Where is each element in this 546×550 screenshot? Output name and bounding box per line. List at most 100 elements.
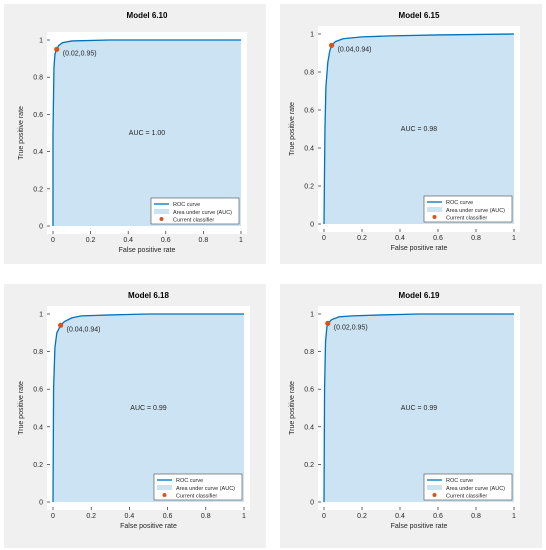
auc-area bbox=[324, 314, 514, 502]
x-tick-label: 0.6 bbox=[163, 513, 173, 520]
y-tick-label: 1 bbox=[310, 32, 314, 39]
x-tick-label: 1 bbox=[512, 235, 516, 242]
roc-panel: Model 6.19 0 0.2 0.4 0.6 0.8 1 0 0.2 0.4 0.6 0.8 1 Fa… bbox=[280, 284, 542, 548]
x-tick-label: 0 bbox=[51, 237, 55, 244]
auc-annotation: AUC = 0.98 bbox=[401, 126, 437, 133]
roc-curve-line bbox=[323, 313, 514, 503]
current-classifier-label: (0.02,0.95) bbox=[334, 324, 368, 331]
y-axis-label: True positive rate bbox=[18, 381, 25, 435]
chart-title: Model 6.15 bbox=[399, 11, 440, 20]
y-tick-label: 0.8 bbox=[304, 70, 314, 77]
y-tick-label: 0.4 bbox=[304, 146, 314, 153]
y-tick-label: 0 bbox=[39, 500, 43, 507]
x-axis-label: False positive rate bbox=[120, 523, 177, 530]
y-tick-label: 0.2 bbox=[304, 184, 314, 191]
x-axis-label: False positive rate bbox=[119, 247, 176, 254]
y-tick-label: 0 bbox=[310, 500, 314, 507]
x-tick-label: 0.4 bbox=[123, 237, 133, 244]
chart-title: Model 6.18 bbox=[128, 291, 169, 300]
chart-title: Model 6.19 bbox=[399, 291, 440, 300]
roc-chart-svg: Model 6.19 0 0.2 0.4 0.6 0.8 1 0 0.2 0.4 0.6 0.8 1 Fa… bbox=[289, 291, 520, 530]
legend-item-current: Current classifier bbox=[446, 494, 487, 500]
legend-item-current: Current classifier bbox=[176, 494, 217, 500]
roc-curve-line bbox=[52, 313, 244, 503]
roc-chart-svg: Model 6.10 0 0.2 0.4 0.6 0.8 1 0 0.2 0.4 0.6 0.8 1 Fa… bbox=[18, 11, 247, 254]
current-classifier-label: (0.04,0.94) bbox=[338, 46, 372, 53]
x-tick-label: 0.8 bbox=[471, 513, 481, 520]
y-tick-label: 0.6 bbox=[33, 112, 43, 119]
y-axis-label: True positive rate bbox=[289, 381, 296, 435]
x-tick-label: 0.2 bbox=[86, 513, 96, 520]
roc-panel: Model 6.10 0 0.2 0.4 0.6 0.8 1 0 0.2 0.4 0.6 0.8 1 Fa… bbox=[4, 4, 266, 264]
y-tick-label: 0.2 bbox=[33, 462, 43, 469]
y-axis-label: True positive rate bbox=[18, 106, 25, 160]
y-tick-label: 0 bbox=[39, 224, 43, 231]
y-tick-label: 0.8 bbox=[304, 349, 314, 356]
legend-item-roc: ROC curve bbox=[176, 478, 203, 484]
y-tick-label: 0 bbox=[310, 222, 314, 229]
x-tick-label: 0.2 bbox=[357, 513, 367, 520]
y-tick-label: 0.4 bbox=[304, 424, 314, 431]
y-tick-label: 0.6 bbox=[304, 387, 314, 394]
y-tick-label: 1 bbox=[39, 38, 43, 45]
legend-auc-swatch bbox=[427, 485, 442, 490]
legend-item-auc: Area under curve (AUC) bbox=[176, 486, 235, 492]
legend-auc-swatch bbox=[157, 485, 172, 490]
legend-auc-swatch bbox=[154, 209, 169, 214]
y-tick-label: 0.2 bbox=[33, 186, 43, 193]
legend-marker-swatch bbox=[162, 493, 167, 497]
roc-chart-svg: Model 6.15 0 0.2 0.4 0.6 0.8 1 0 0.2 0.4 0.6 0.8 1 Fa… bbox=[289, 11, 520, 252]
legend-item-auc: Area under curve (AUC) bbox=[446, 486, 505, 492]
x-tick-label: 0.6 bbox=[161, 237, 171, 244]
auc-area bbox=[324, 34, 514, 224]
y-axis-label: True positive rate bbox=[289, 102, 296, 156]
current-classifier-marker bbox=[54, 46, 60, 52]
legend-item-auc: Area under curve (AUC) bbox=[173, 210, 232, 216]
y-tick-label: 0.6 bbox=[304, 108, 314, 115]
y-tick-label: 0.6 bbox=[33, 387, 43, 394]
x-axis-label: False positive rate bbox=[391, 245, 448, 252]
legend-item-roc: ROC curve bbox=[446, 200, 473, 206]
auc-area bbox=[53, 40, 241, 226]
y-tick-label: 0.4 bbox=[33, 424, 43, 431]
current-classifier-label: (0.04,0.94) bbox=[67, 326, 101, 333]
x-tick-label: 0 bbox=[51, 513, 55, 520]
legend-marker-swatch bbox=[432, 215, 437, 219]
legend-marker-swatch bbox=[159, 217, 164, 221]
x-tick-label: 1 bbox=[512, 513, 516, 520]
roc-panel: Model 6.18 0 0.2 0.4 0.6 0.8 1 0 0.2 0.4 0.6 0.8 1 Fa… bbox=[4, 284, 266, 548]
current-classifier-marker bbox=[325, 320, 331, 326]
roc-curve-line bbox=[323, 33, 515, 225]
y-tick-label: 0.8 bbox=[33, 75, 43, 82]
legend-marker-swatch bbox=[432, 493, 437, 497]
y-tick-label: 0.8 bbox=[33, 349, 43, 356]
auc-annotation: AUC = 1.00 bbox=[129, 130, 165, 137]
x-tick-label: 0.8 bbox=[471, 235, 481, 242]
y-tick-label: 1 bbox=[310, 312, 314, 319]
x-tick-label: 0.6 bbox=[433, 513, 443, 520]
y-tick-label: 1 bbox=[39, 312, 43, 319]
auc-annotation: AUC = 0.99 bbox=[401, 405, 437, 412]
y-tick-label: 0.4 bbox=[33, 149, 43, 156]
legend-item-current: Current classifier bbox=[173, 218, 214, 224]
x-tick-label: 0.4 bbox=[395, 235, 405, 242]
legend-item-current: Current classifier bbox=[446, 216, 487, 222]
auc-area bbox=[53, 314, 244, 502]
x-tick-label: 0.2 bbox=[86, 237, 96, 244]
auc-annotation: AUC = 0.99 bbox=[130, 405, 166, 412]
legend-item-auc: Area under curve (AUC) bbox=[446, 208, 505, 214]
x-tick-label: 0 bbox=[322, 235, 326, 242]
chart-title: Model 6.10 bbox=[127, 11, 168, 20]
legend-item-roc: ROC curve bbox=[173, 202, 200, 208]
x-axis-label: False positive rate bbox=[391, 523, 448, 530]
x-tick-label: 1 bbox=[242, 513, 246, 520]
roc-chart-svg: Model 6.18 0 0.2 0.4 0.6 0.8 1 0 0.2 0.4 0.6 0.8 1 Fa… bbox=[18, 291, 250, 530]
legend-auc-swatch bbox=[427, 207, 442, 212]
x-tick-label: 0.4 bbox=[125, 513, 135, 520]
current-classifier-marker bbox=[329, 42, 335, 49]
x-tick-label: 1 bbox=[239, 237, 243, 244]
x-tick-label: 0.2 bbox=[357, 235, 367, 242]
roc-panel: Model 6.15 0 0.2 0.4 0.6 0.8 1 0 0.2 0.4 0.6 0.8 1 Fa… bbox=[280, 4, 542, 264]
legend-item-roc: ROC curve bbox=[446, 478, 473, 484]
y-tick-label: 0.2 bbox=[304, 462, 314, 469]
